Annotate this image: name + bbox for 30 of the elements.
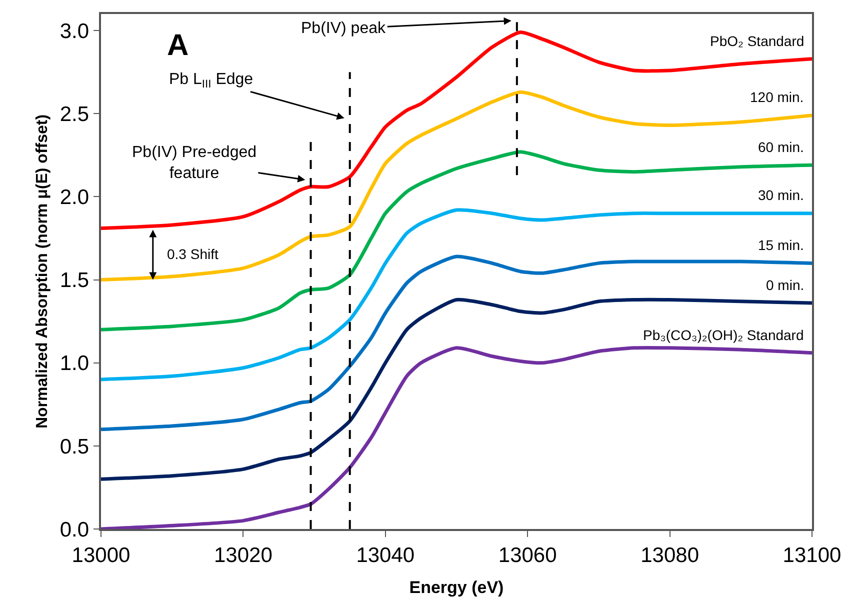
line-series <box>101 298 812 481</box>
series-label: Pb₃(CO₃)₂(OH)₂ Standard <box>643 327 804 343</box>
series-label: 60 min. <box>758 139 804 155</box>
y-tick-label: 2.5 <box>60 103 90 126</box>
series-label: PbO₂ Standard <box>710 33 804 49</box>
x-tick-label: 13020 <box>214 544 272 567</box>
annotation: A <box>167 29 189 62</box>
x-tick-label: 13060 <box>498 544 557 567</box>
y-tick-label: 1.0 <box>60 352 90 376</box>
y-axis-title: Normalized Absorption (norm μ(E) offset) <box>34 114 52 429</box>
y-tick-label: 1.5 <box>60 269 90 292</box>
line-series <box>101 346 812 529</box>
annotation: Pb(IV) peak <box>301 20 386 37</box>
series-label: 0 min. <box>766 277 804 293</box>
x-tick-label: 13100 <box>782 544 842 567</box>
annotation: Pb L$_{III}$ Edge <box>169 71 254 90</box>
y-tick-label: 0.0 <box>60 518 90 542</box>
series-label: 15 min. <box>758 237 804 253</box>
y-tick-label: 2.0 <box>60 186 90 210</box>
series-label: 120 min. <box>750 89 804 105</box>
y-tick-label: 3.0 <box>60 20 90 43</box>
series-label: 30 min. <box>758 187 804 203</box>
x-tick-label: 13040 <box>356 544 415 567</box>
y-tick-label: 0.5 <box>60 435 90 458</box>
annotation: 0.3 Shift <box>167 246 218 262</box>
x-tick-label: 13080 <box>640 544 700 567</box>
x-axis-title: Energy (eV) <box>409 578 504 597</box>
annotation: Pb(IV) Pre-edged feature <box>132 144 257 182</box>
x-tick-label: 13000 <box>72 544 130 567</box>
line-series <box>101 208 812 382</box>
